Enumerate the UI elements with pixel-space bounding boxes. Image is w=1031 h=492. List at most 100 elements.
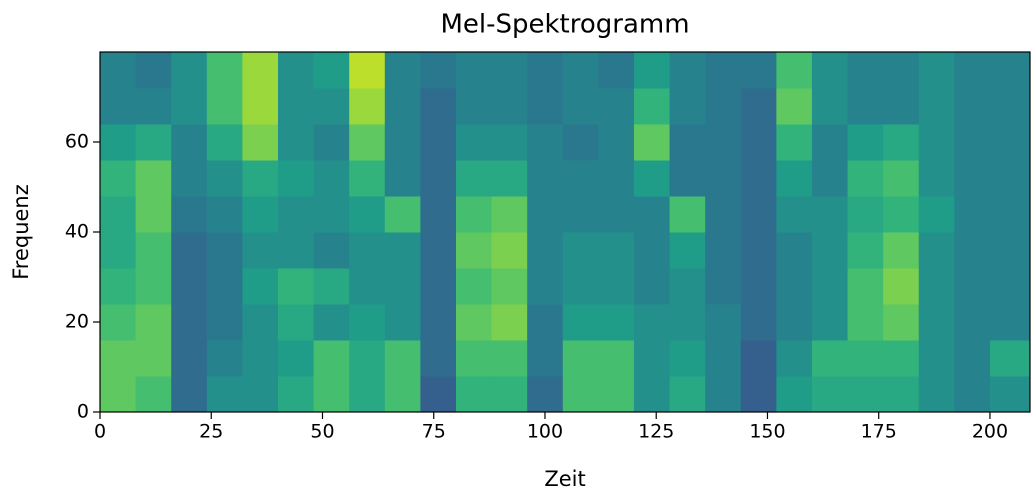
heatmap-cell xyxy=(918,268,955,305)
heatmap-cell xyxy=(918,304,955,341)
heatmap-cell xyxy=(776,196,813,233)
heatmap-cell xyxy=(420,52,457,89)
heatmap-cell xyxy=(349,88,386,125)
y-tick-label: 60 xyxy=(65,131,89,153)
heatmap-cell xyxy=(455,340,493,377)
heatmap-cell xyxy=(171,376,208,413)
heatmap-cell xyxy=(633,268,671,305)
x-axis-label: Zeit xyxy=(544,467,585,491)
heatmap-cell xyxy=(455,232,493,269)
heatmap-cell xyxy=(776,268,813,305)
heatmap-cell xyxy=(384,304,421,341)
heatmap-cell xyxy=(598,88,635,125)
heatmap-cell xyxy=(527,52,564,89)
heatmap-cell xyxy=(420,304,457,341)
heatmap-cell xyxy=(562,160,599,197)
heatmap-cell xyxy=(135,88,172,125)
heatmap-cell xyxy=(811,196,849,233)
heatmap-cell xyxy=(277,340,315,377)
heatmap-cell xyxy=(242,124,279,161)
heatmap-cell xyxy=(349,52,386,89)
heatmap-cell xyxy=(313,340,350,377)
heatmap-cell xyxy=(100,304,137,341)
heatmap-cell xyxy=(847,376,884,413)
heatmap-cell xyxy=(384,124,421,161)
heatmap-cell xyxy=(883,376,920,413)
heatmap-cell xyxy=(242,196,279,233)
heatmap-cell xyxy=(491,196,528,233)
heatmap-cell xyxy=(527,196,564,233)
heatmap-cell xyxy=(562,340,599,377)
x-tick-label: 125 xyxy=(638,421,674,443)
heatmap-cell xyxy=(989,232,1031,269)
heatmap-cell xyxy=(633,124,671,161)
heatmap-cell xyxy=(206,160,243,197)
heatmap-cell xyxy=(562,376,599,413)
heatmap-cell xyxy=(313,88,350,125)
heatmap-cell xyxy=(918,340,955,377)
heatmap-cell xyxy=(455,196,493,233)
heatmap-cell xyxy=(527,340,564,377)
heatmap-cell xyxy=(847,160,884,197)
heatmap-cell xyxy=(100,124,137,161)
heatmap-cell xyxy=(349,340,386,377)
heatmap-cell xyxy=(527,268,564,305)
heatmap-cell xyxy=(633,160,671,197)
heatmap-cell xyxy=(455,124,493,161)
heatmap-cell xyxy=(242,88,279,125)
heatmap-cell xyxy=(206,268,243,305)
heatmap-cell xyxy=(989,160,1031,197)
heatmap-cell xyxy=(633,232,671,269)
heatmap-cell xyxy=(313,304,350,341)
heatmap-cell xyxy=(491,376,528,413)
heatmap-cell xyxy=(349,376,386,413)
heatmap-cell xyxy=(811,376,849,413)
heatmap-cell xyxy=(989,52,1031,89)
heatmap-cell xyxy=(313,232,350,269)
heatmap-cell xyxy=(740,232,777,269)
heatmap-cell xyxy=(847,52,884,89)
x-tick-label: 100 xyxy=(527,421,563,443)
y-tick-label: 20 xyxy=(65,311,89,333)
heatmap-cell xyxy=(313,52,350,89)
heatmap-cell xyxy=(384,196,421,233)
heatmap-cell xyxy=(989,340,1031,377)
heatmap-cell xyxy=(527,304,564,341)
heatmap-cell xyxy=(206,124,243,161)
heatmap-cell xyxy=(918,52,955,89)
heatmap-cell xyxy=(669,52,706,89)
heatmap-cell xyxy=(277,304,315,341)
heatmap-cell xyxy=(740,340,777,377)
heatmap-cell xyxy=(633,52,671,89)
heatmap-cell xyxy=(740,304,777,341)
heatmap-cell xyxy=(455,304,493,341)
heatmap-cell xyxy=(669,124,706,161)
heatmap-cell xyxy=(562,196,599,233)
heatmap-cell xyxy=(242,340,279,377)
heatmap-cell xyxy=(918,124,955,161)
heatmap-cell xyxy=(491,340,528,377)
heatmap-cell xyxy=(883,52,920,89)
heatmap-cell xyxy=(740,376,777,413)
heatmap-cell xyxy=(313,124,350,161)
heatmap-cell xyxy=(527,88,564,125)
heatmap-cell xyxy=(847,340,884,377)
heatmap-cell xyxy=(598,268,635,305)
heatmap-cell xyxy=(705,304,742,341)
chart-title: Mel-Spektrogramm xyxy=(440,10,689,40)
heatmap-cell xyxy=(313,196,350,233)
heatmap-cell xyxy=(811,88,849,125)
heatmap-cell xyxy=(705,196,742,233)
heatmap-cell xyxy=(562,268,599,305)
heatmap-cell xyxy=(847,124,884,161)
heatmap-cell xyxy=(847,88,884,125)
heatmap-cell xyxy=(420,268,457,305)
heatmap-cell xyxy=(669,232,706,269)
heatmap-cell xyxy=(705,376,742,413)
heatmap-cell xyxy=(206,340,243,377)
heatmap-cell xyxy=(954,376,991,413)
heatmap-cell xyxy=(776,124,813,161)
heatmap-cell xyxy=(883,340,920,377)
axes: 0 25 50 75 100 125 150 175 200 0 20 40 60 xyxy=(65,51,1031,443)
heatmap-cell xyxy=(883,196,920,233)
